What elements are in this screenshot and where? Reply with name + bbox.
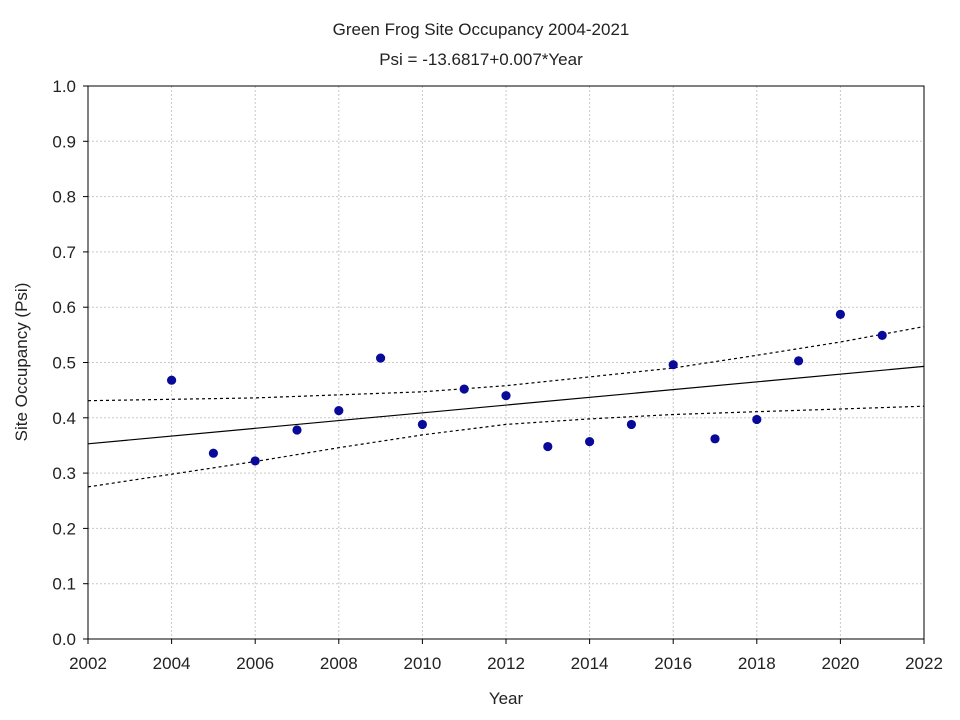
y-tick-label: 1.0 <box>52 77 76 96</box>
y-tick-label: 0.1 <box>52 575 76 594</box>
data-point <box>543 441 553 452</box>
data-point <box>208 448 218 458</box>
x-tick-label: 2006 <box>236 654 274 673</box>
x-tick-label: 2004 <box>153 654 191 673</box>
y-tick-label: 0.0 <box>52 630 76 649</box>
data-point <box>585 436 595 447</box>
x-tick-label: 2010 <box>403 654 441 673</box>
x-axis-ticks: 2002 2004 2006 2008 2010 2012 2014 2016 2018 2020… <box>69 639 943 673</box>
x-tick-label: 2002 <box>69 654 107 673</box>
y-axis-label: Site Occupancy (Psi) <box>12 283 31 442</box>
data-point <box>167 375 177 385</box>
data-point <box>710 434 720 444</box>
data-point <box>501 391 511 401</box>
grid <box>88 86 924 639</box>
data-point <box>459 384 469 394</box>
y-tick-label: 0.7 <box>52 243 76 262</box>
data-point <box>250 456 260 466</box>
data-point <box>376 353 386 363</box>
x-tick-label: 2022 <box>905 654 943 673</box>
y-tick-label: 0.8 <box>52 188 76 207</box>
y-axis-ticks: 0.0 0.1 0.2 0.3 0.4 0.5 0.6 0.7 0.8 0.9 1.0 <box>52 77 88 649</box>
data-point <box>626 419 637 430</box>
regression-lines <box>87 326 925 488</box>
x-tick-label: 2014 <box>571 654 609 673</box>
data-point <box>877 330 887 341</box>
y-tick-label: 0.2 <box>52 519 76 538</box>
confidence-upper-line <box>87 326 925 402</box>
regression-line <box>87 365 925 445</box>
y-tick-label: 0.5 <box>52 354 76 373</box>
data-point <box>334 406 344 416</box>
data-point <box>668 360 678 370</box>
data-point <box>417 419 427 430</box>
x-tick-label: 2016 <box>654 654 692 673</box>
x-tick-label: 2020 <box>821 654 859 673</box>
data-point <box>752 414 762 425</box>
y-tick-label: 0.3 <box>52 464 76 483</box>
chart-subtitle: Psi = -13.6817+0.007*Year <box>379 50 583 69</box>
x-tick-label: 2012 <box>487 654 525 673</box>
x-tick-label: 2018 <box>738 654 776 673</box>
y-tick-label: 0.6 <box>52 298 76 317</box>
data-point <box>292 425 302 435</box>
x-tick-label: 2008 <box>320 654 358 673</box>
data-points <box>167 309 887 466</box>
data-point <box>794 356 804 366</box>
confidence-lower-line <box>87 405 925 488</box>
chart-title: Green Frog Site Occupancy 2004-2021 <box>333 20 630 39</box>
y-tick-label: 0.9 <box>52 132 76 151</box>
x-axis-label: Year <box>489 689 524 708</box>
data-point <box>835 309 846 319</box>
y-tick-label: 0.4 <box>52 409 76 428</box>
